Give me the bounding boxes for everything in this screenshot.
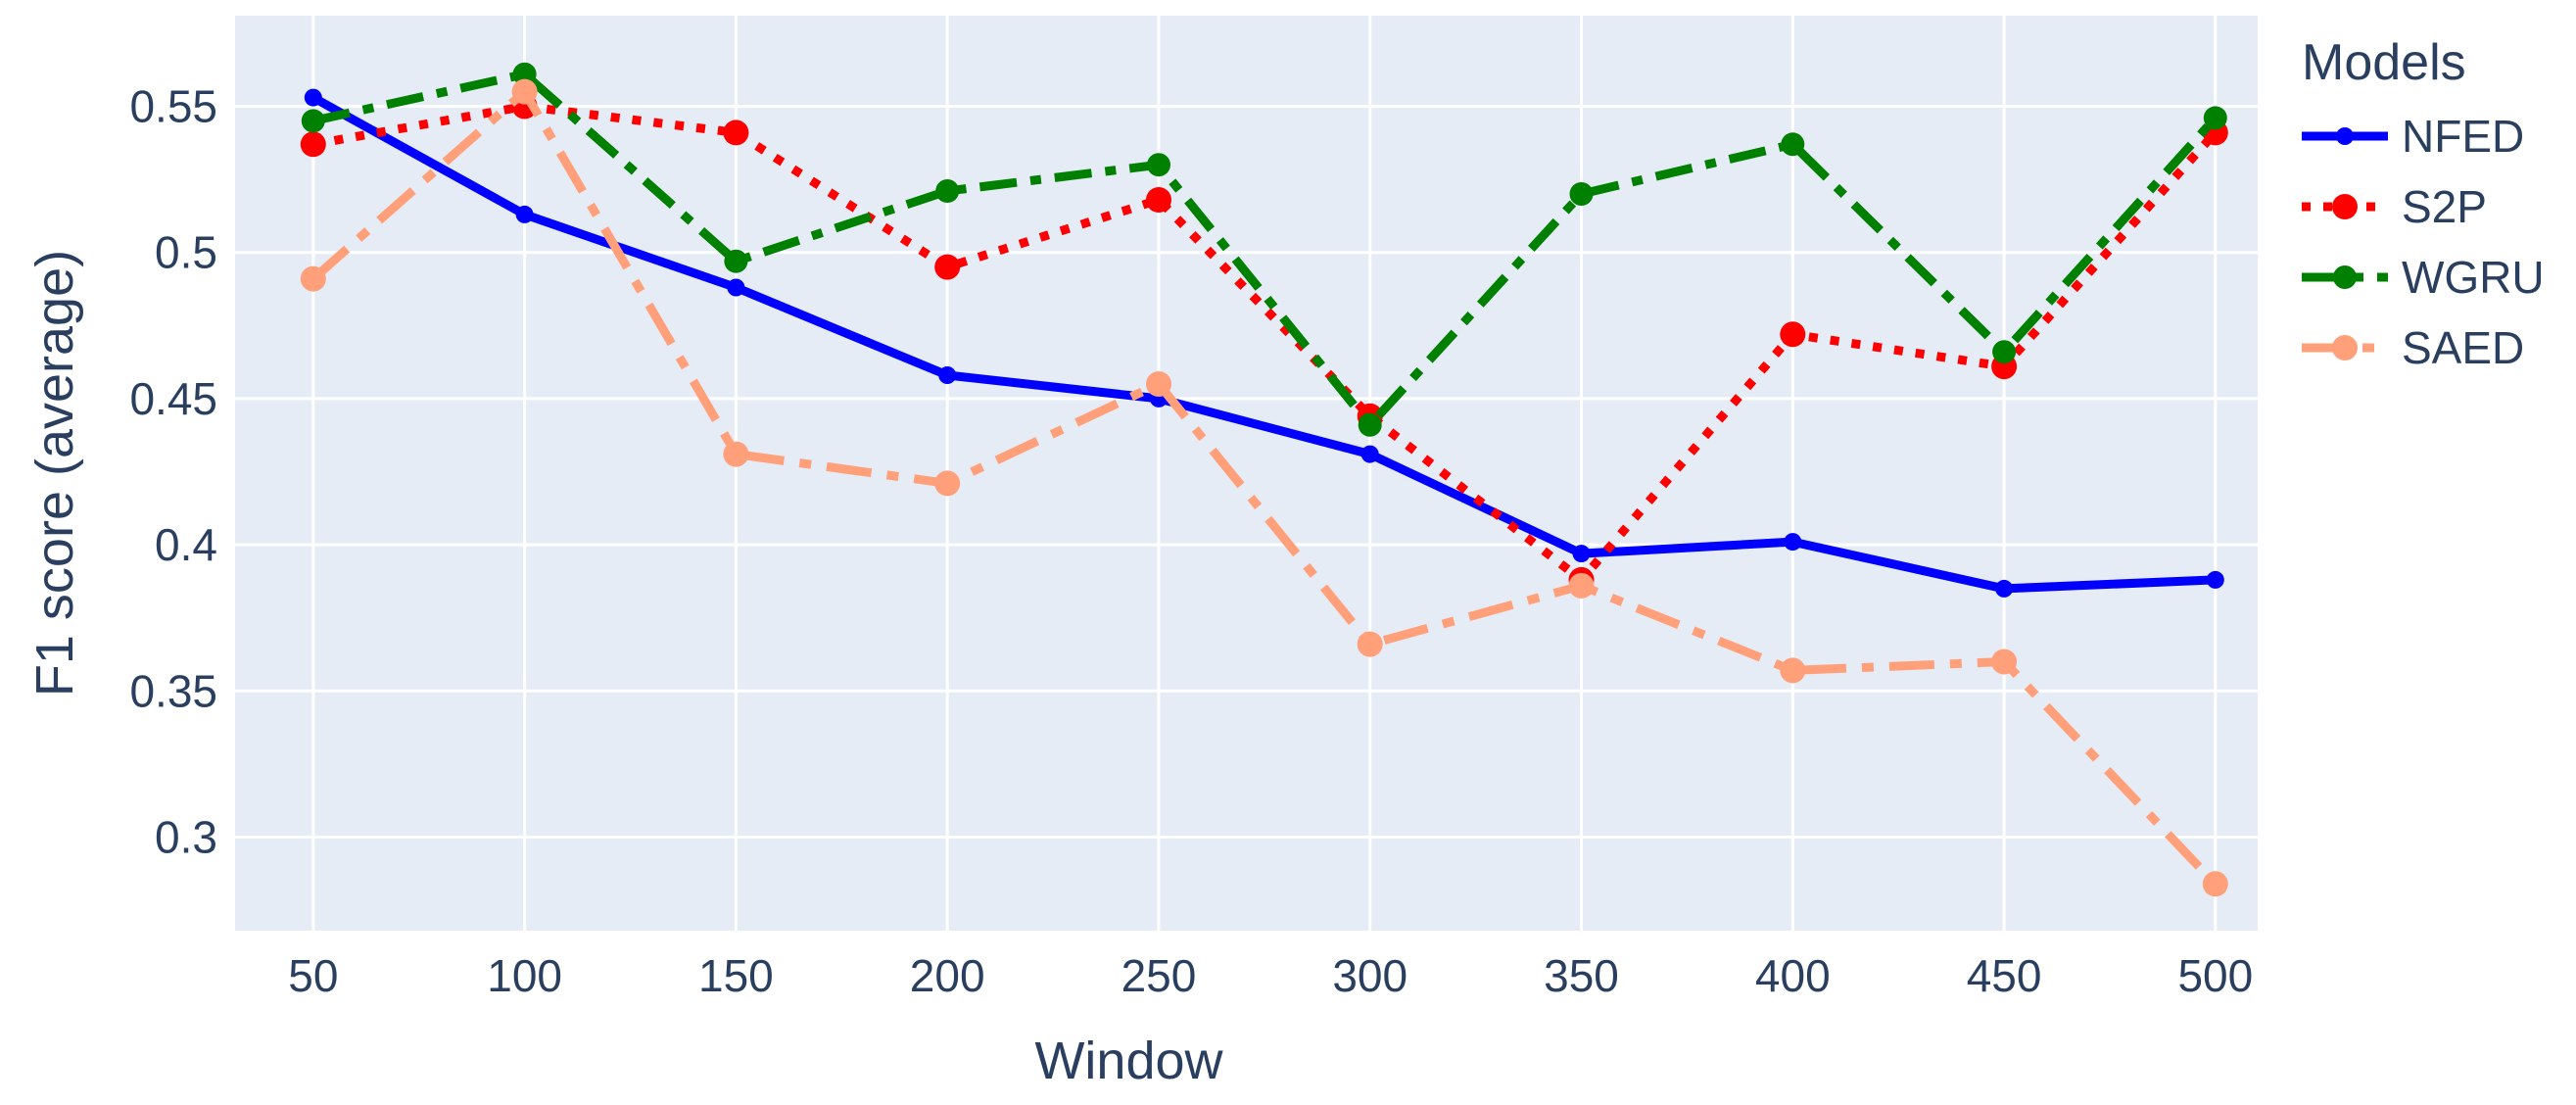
series-marker-wgru[interactable] xyxy=(724,249,748,273)
x-tick-label: 250 xyxy=(1121,950,1197,1001)
series-marker-saed[interactable] xyxy=(1357,631,1383,657)
series-marker-nfed[interactable] xyxy=(1995,579,2014,598)
series-marker-wgru[interactable] xyxy=(1358,412,1382,437)
x-tick-label: 200 xyxy=(910,950,985,1001)
series-marker-wgru[interactable] xyxy=(1569,182,1594,206)
nfed-legend-glyph xyxy=(2302,127,2388,145)
legend: Models NFED S2P WGRU SAED xyxy=(2302,33,2545,392)
x-tick-label: 400 xyxy=(1755,950,1831,1001)
series-marker-saed[interactable] xyxy=(1991,649,2018,675)
y-axis-title: F1 score (average) xyxy=(25,249,84,697)
series-marker-wgru[interactable] xyxy=(2203,106,2227,130)
series-line-nfed[interactable] xyxy=(310,93,2216,594)
legend-item-nfed[interactable]: NFED xyxy=(2302,110,2545,163)
plot-area[interactable] xyxy=(235,16,2258,931)
series-marker-s2p[interactable] xyxy=(934,254,961,280)
series-marker-s2p[interactable] xyxy=(1780,321,1806,348)
series-marker-saed[interactable] xyxy=(934,470,961,497)
series-marker-saed[interactable] xyxy=(723,441,749,467)
x-tick-label: 150 xyxy=(698,950,774,1001)
saed-legend-glyph xyxy=(2302,335,2388,360)
series-marker-wgru[interactable] xyxy=(935,179,960,203)
s2p-legend-glyph xyxy=(2302,194,2388,219)
series-marker-nfed[interactable] xyxy=(304,88,322,107)
legend-label: SAED xyxy=(2402,322,2525,373)
series-marker-nfed[interactable] xyxy=(1572,545,1591,563)
series-marker-saed[interactable] xyxy=(300,265,326,292)
x-tick-label: 300 xyxy=(1332,950,1407,1001)
series-marker-nfed[interactable] xyxy=(1784,533,1802,552)
legend-title: Models xyxy=(2302,34,2466,91)
x-tick-label: 50 xyxy=(288,950,338,1001)
y-tick-label: 0.3 xyxy=(155,812,217,863)
x-tick-label: 450 xyxy=(1967,950,2042,1001)
legend-label: WGRU xyxy=(2402,252,2545,303)
series-line-s2p[interactable] xyxy=(312,102,2219,585)
series-marker-saed[interactable] xyxy=(1146,371,1171,397)
series-marker-wgru[interactable] xyxy=(512,62,537,86)
y-tick-label: 0.35 xyxy=(129,665,217,716)
series-marker-nfed[interactable] xyxy=(1360,445,1379,463)
series-marker-saed[interactable] xyxy=(2202,871,2228,897)
x-tick-label: 350 xyxy=(1544,950,1619,1001)
x-axis-title: Window xyxy=(1034,1032,1223,1090)
series-marker-nfed[interactable] xyxy=(938,366,957,384)
series-marker-saed[interactable] xyxy=(1568,572,1595,599)
series-marker-wgru[interactable] xyxy=(1781,132,1805,157)
series-marker-saed[interactable] xyxy=(511,78,538,105)
legend-item-saed[interactable]: SAED xyxy=(2302,321,2545,374)
y-tick-label: 0.45 xyxy=(129,373,217,424)
legend-label: NFED xyxy=(2402,111,2525,162)
series-line-wgru[interactable] xyxy=(311,70,2219,430)
series-marker-nfed[interactable] xyxy=(515,205,534,223)
series-marker-saed[interactable] xyxy=(1780,657,1806,684)
series-marker-wgru[interactable] xyxy=(1992,340,2017,364)
series-marker-wgru[interactable] xyxy=(1147,153,1170,177)
series-marker-s2p[interactable] xyxy=(723,120,749,146)
legend-item-s2p[interactable]: S2P xyxy=(2302,180,2545,233)
y-tick-label: 0.4 xyxy=(155,519,217,570)
series-marker-s2p[interactable] xyxy=(300,131,326,158)
x-tick-label: 500 xyxy=(2177,950,2253,1001)
x-tick-label: 100 xyxy=(487,950,562,1001)
wgru-legend-glyph xyxy=(2302,265,2388,289)
series-line-saed[interactable] xyxy=(310,87,2219,888)
y-tick-label: 0.5 xyxy=(155,227,217,278)
series-marker-s2p[interactable] xyxy=(1146,187,1171,213)
series-marker-nfed[interactable] xyxy=(727,278,745,297)
legend-item-wgru[interactable]: WGRU xyxy=(2302,251,2545,304)
series-marker-wgru[interactable] xyxy=(301,109,325,133)
series-marker-nfed[interactable] xyxy=(2206,570,2224,589)
y-tick-label: 0.55 xyxy=(129,81,217,132)
legend-label: S2P xyxy=(2402,181,2487,232)
